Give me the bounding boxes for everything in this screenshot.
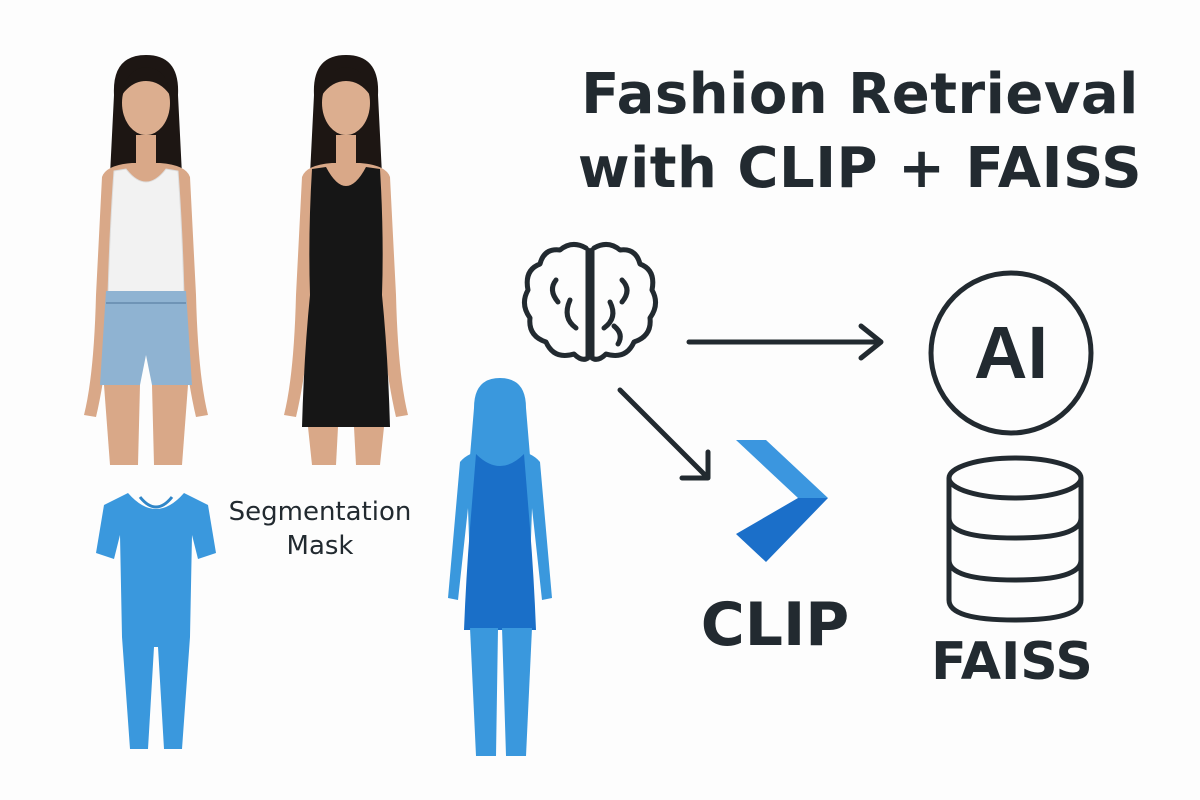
arrow-brain-to-ai bbox=[686, 323, 884, 361]
segmentation-mask-label: Segmentation Mask bbox=[205, 495, 435, 563]
clip-label: CLIP bbox=[700, 590, 850, 660]
segmentation-label-line-2: Mask bbox=[286, 531, 354, 561]
segmentation-mask-silhouette bbox=[448, 378, 552, 756]
arrow-brain-to-clip bbox=[617, 387, 711, 481]
faiss-label: FAISS bbox=[931, 632, 1093, 692]
database-icon bbox=[946, 455, 1084, 623]
ai-icon-text: AI bbox=[974, 311, 1048, 394]
clip-logo-icon bbox=[736, 440, 828, 562]
diagram-title: Fashion Retrieval with CLIP + FAISS bbox=[540, 58, 1180, 206]
model-white-top-denim-shorts bbox=[84, 55, 208, 465]
title-line-2: with CLIP + FAISS bbox=[577, 136, 1143, 201]
model-black-dress bbox=[284, 55, 408, 465]
segmentation-label-line-1: Segmentation bbox=[228, 497, 412, 527]
segmentation-mask-jumpsuit bbox=[96, 493, 216, 749]
title-line-1: Fashion Retrieval bbox=[581, 62, 1139, 127]
brain-icon bbox=[522, 242, 658, 362]
ai-circle-icon: AI bbox=[928, 270, 1094, 436]
